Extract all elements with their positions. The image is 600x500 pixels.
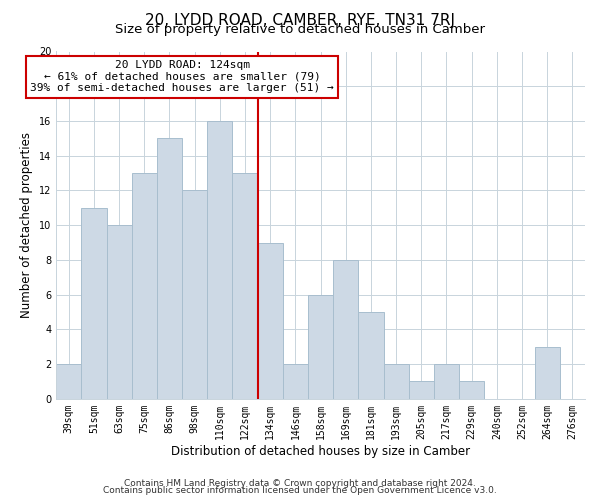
Bar <box>409 382 434 399</box>
Bar <box>207 121 232 399</box>
Y-axis label: Number of detached properties: Number of detached properties <box>20 132 34 318</box>
Text: Contains HM Land Registry data © Crown copyright and database right 2024.: Contains HM Land Registry data © Crown c… <box>124 478 476 488</box>
Bar <box>232 173 257 399</box>
Bar <box>459 382 484 399</box>
Bar <box>107 225 132 399</box>
X-axis label: Distribution of detached houses by size in Camber: Distribution of detached houses by size … <box>171 444 470 458</box>
Text: Size of property relative to detached houses in Camber: Size of property relative to detached ho… <box>115 22 485 36</box>
Bar <box>132 173 157 399</box>
Bar <box>56 364 82 399</box>
Bar <box>257 242 283 399</box>
Bar <box>535 346 560 399</box>
Text: 20, LYDD ROAD, CAMBER, RYE, TN31 7RJ: 20, LYDD ROAD, CAMBER, RYE, TN31 7RJ <box>145 12 455 28</box>
Bar <box>157 138 182 399</box>
Bar <box>333 260 358 399</box>
Bar <box>182 190 207 399</box>
Bar <box>82 208 107 399</box>
Bar <box>283 364 308 399</box>
Text: 20 LYDD ROAD: 124sqm
← 61% of detached houses are smaller (79)
39% of semi-detac: 20 LYDD ROAD: 124sqm ← 61% of detached h… <box>30 60 334 94</box>
Text: Contains public sector information licensed under the Open Government Licence v3: Contains public sector information licen… <box>103 486 497 495</box>
Bar <box>434 364 459 399</box>
Bar <box>308 294 333 399</box>
Bar <box>358 312 383 399</box>
Bar <box>383 364 409 399</box>
